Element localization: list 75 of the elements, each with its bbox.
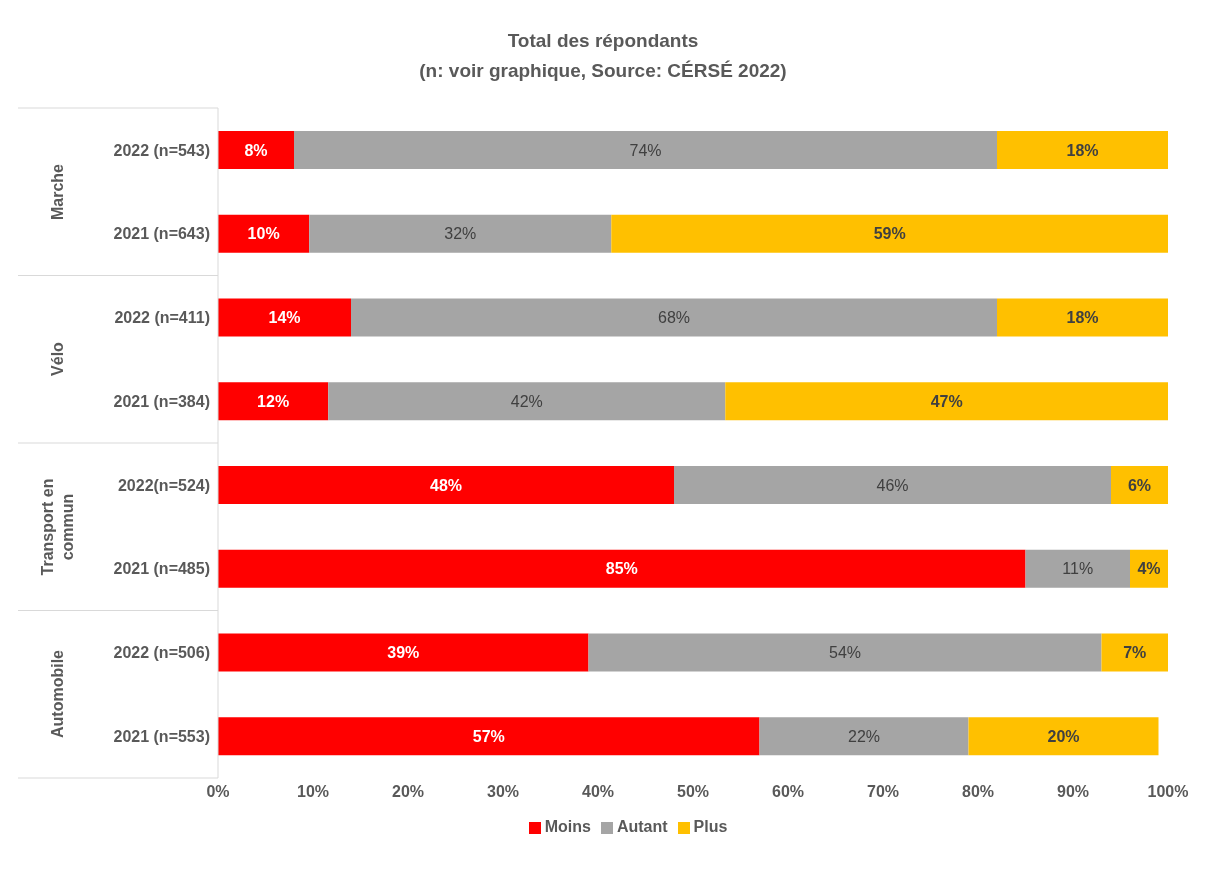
bar: [218, 298, 351, 337]
bar: [968, 717, 1159, 756]
x-tick-label: 100%: [1147, 783, 1189, 801]
data-label: 18%: [1066, 141, 1099, 159]
data-label: 20%: [1047, 727, 1080, 745]
data-label: 8%: [244, 141, 268, 159]
bar: [218, 633, 589, 672]
y-tick-label: 2022 (n=411): [114, 309, 210, 327]
legend-label: Plus: [693, 818, 728, 835]
data-label: 18%: [1066, 309, 1099, 327]
chart-title: Total des répondants: [506, 29, 700, 53]
y-tick-label: 2022(n=524): [117, 476, 210, 494]
text: Automobile: [48, 650, 67, 739]
bar: [294, 131, 997, 169]
x-tick-label: 0%: [206, 783, 230, 801]
legend-label: Autant: [616, 818, 668, 835]
bar: [218, 214, 310, 253]
bar: [997, 298, 1168, 337]
data-label: 85%: [605, 560, 638, 578]
text: Vélo: [48, 342, 67, 377]
data-label: 4%: [1137, 560, 1161, 578]
x-tick-label: 80%: [961, 783, 995, 801]
bar: [1111, 466, 1168, 504]
y-tick-label: 2021 (n=643): [113, 225, 210, 243]
bar: [218, 131, 294, 169]
x-tick-label: 30%: [486, 783, 520, 801]
y-tick-label: 2021 (n=384): [113, 392, 210, 410]
bar: [218, 549, 1026, 588]
data-label: 7%: [1123, 644, 1147, 662]
bar: [759, 717, 969, 756]
bar: [1025, 549, 1130, 588]
bar: [309, 214, 612, 253]
bar: [588, 633, 1102, 672]
y-tick-label: 2022 (n=506): [113, 644, 210, 662]
data-label: 57%: [472, 727, 505, 745]
data-label: 22%: [847, 727, 881, 745]
y-tick-label: 2022 (n=543): [113, 141, 210, 159]
y-tick-label: 2021 (n=485): [113, 560, 210, 578]
bar: [218, 466, 674, 504]
x-tick-label: 60%: [771, 783, 805, 801]
data-label: 39%: [387, 644, 420, 662]
x-tick-label: 10%: [296, 783, 330, 801]
x-tick-label: 50%: [676, 783, 710, 801]
data-label: 74%: [629, 141, 662, 159]
x-tick-label: 40%: [581, 783, 615, 801]
legend-label: Moins: [544, 818, 591, 835]
chart-subtitle: (n: voir graphique, Source: CÉRSÉ 2022): [418, 59, 788, 83]
x-tick-label: 90%: [1056, 783, 1090, 801]
bar: [997, 131, 1168, 169]
data-label: 6%: [1127, 476, 1152, 494]
text: Marche: [48, 163, 67, 220]
bar: [725, 382, 1168, 421]
data-label: 32%: [444, 225, 477, 243]
y-tick-label: 2021 (n=553): [113, 727, 210, 745]
data-label: 10%: [247, 225, 280, 243]
bar: [1101, 633, 1168, 672]
data-label: 47%: [930, 392, 963, 410]
data-label: 42%: [510, 392, 543, 410]
data-label: 11%: [1062, 560, 1094, 578]
data-label: 46%: [876, 476, 909, 494]
data-label: 48%: [429, 476, 463, 494]
bar: [328, 382, 726, 421]
data-label: 54%: [828, 644, 862, 662]
data-label: 12%: [257, 392, 290, 410]
bar: [218, 717, 760, 756]
bar: [674, 466, 1111, 504]
data-label: 59%: [873, 225, 906, 243]
bar: [218, 382, 329, 421]
bar: [351, 298, 997, 337]
text: Transport en commun: [38, 477, 77, 578]
x-tick-label: 20%: [391, 783, 425, 801]
data-label: 68%: [657, 309, 691, 327]
bar: [611, 214, 1168, 253]
x-tick-label: 70%: [866, 783, 900, 801]
data-label: 14%: [268, 309, 301, 327]
